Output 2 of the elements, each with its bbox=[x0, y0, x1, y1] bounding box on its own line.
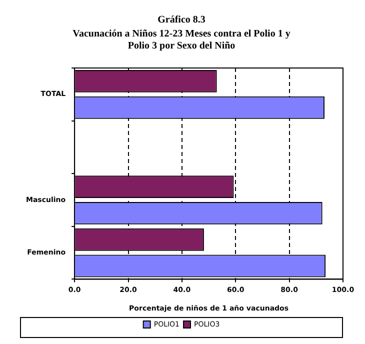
chart-title: Gráfico 8.3 bbox=[158, 14, 206, 26]
chart-subtitle: Vacunación a Niños 12-23 Meses contra el Polio 1 y Polio 3 por Sexo del Niño bbox=[72, 28, 290, 52]
